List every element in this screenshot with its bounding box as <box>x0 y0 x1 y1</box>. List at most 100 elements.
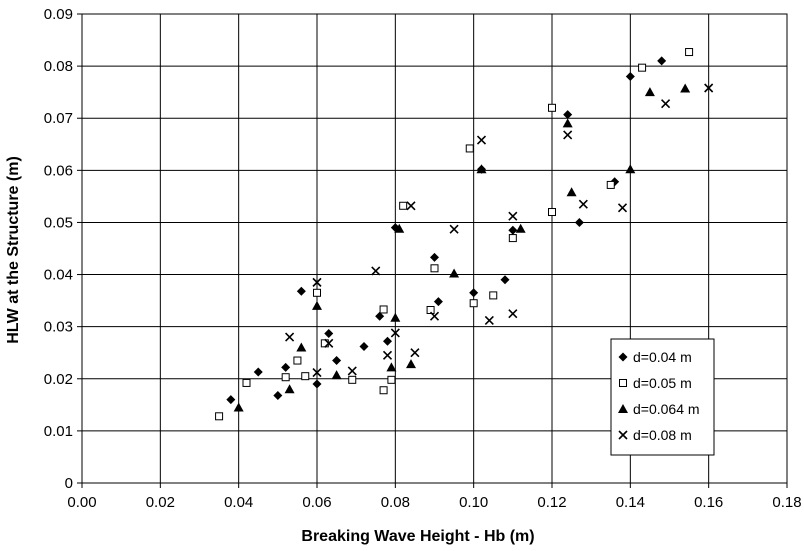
legend-marker <box>618 352 628 362</box>
data-point <box>476 135 487 145</box>
y-tick-label: 0.02 <box>44 371 73 388</box>
data-point <box>515 223 526 233</box>
data-point <box>562 118 573 128</box>
x-tick-label: 0.18 <box>772 494 801 511</box>
legend-box <box>610 338 715 456</box>
data-point <box>386 362 397 372</box>
x-tick-labels: 0.00 0.02 0.04 0.06 0.08 0.10 0.12 0.14 0.16 0.18 <box>67 494 801 511</box>
x-tick-label: 0.04 <box>224 494 253 511</box>
data-point <box>296 286 306 296</box>
data-point <box>379 305 388 314</box>
y-tick-label: 0 <box>65 475 73 492</box>
data-point <box>253 367 263 377</box>
data-point <box>657 56 667 66</box>
data-point <box>548 103 556 112</box>
x-tick-label: 0.12 <box>537 494 566 511</box>
data-point <box>242 378 251 387</box>
data-point <box>293 356 302 365</box>
legend-marker <box>619 379 627 387</box>
data-point <box>394 223 405 233</box>
series-3 <box>233 83 691 412</box>
data-point <box>704 83 714 93</box>
data-point <box>348 375 357 384</box>
data-point <box>574 217 584 227</box>
data-point <box>625 72 635 82</box>
legend-label: d=0.08 m <box>633 427 692 443</box>
y-tick-label: 0.09 <box>44 6 73 23</box>
y-tick-label: 0.08 <box>44 58 73 75</box>
data-point <box>406 359 416 369</box>
data-point <box>387 375 396 384</box>
y-tick-labels: 0 0.01 0.02 0.03 0.04 0.05 0.06 0.07 0.08 0.09 <box>44 6 73 492</box>
data-point <box>685 48 694 57</box>
x-tick-label: 0.16 <box>694 494 723 511</box>
x-tick-label: 0.08 <box>381 494 410 511</box>
data-point <box>430 264 439 273</box>
legend-label: d=0.05 m <box>633 375 692 391</box>
y-tick-label: 0.04 <box>44 267 73 284</box>
data-point <box>332 356 342 366</box>
data-point <box>313 288 321 297</box>
data-point <box>617 203 628 213</box>
data-point <box>331 370 342 380</box>
data-point <box>233 402 244 412</box>
data-point <box>375 311 385 321</box>
data-point <box>566 187 577 197</box>
data-point <box>312 300 322 310</box>
data-point <box>508 225 518 235</box>
series-2 <box>215 48 694 421</box>
legend-marker <box>618 404 628 413</box>
data-point <box>433 297 443 307</box>
data-point <box>406 201 416 211</box>
legend-label: d=0.04 m <box>633 349 692 365</box>
y-tick-label: 0.06 <box>44 162 73 179</box>
y-tick-label: 0.03 <box>44 319 73 336</box>
data-point <box>379 386 388 395</box>
data-point <box>426 305 435 314</box>
data-point <box>578 199 588 209</box>
y-axis-title: HLW at the Structure (m) <box>5 156 22 344</box>
data-point <box>469 299 478 308</box>
x-tick-label: 0.14 <box>616 494 645 511</box>
data-point <box>680 83 691 93</box>
data-point <box>449 224 459 234</box>
data-point <box>644 87 655 97</box>
data-point <box>226 395 236 405</box>
data-point <box>399 201 408 210</box>
data-point <box>371 266 381 276</box>
data-point <box>215 412 224 421</box>
data-point <box>563 110 573 120</box>
data-point <box>301 372 310 381</box>
data-point <box>606 180 615 189</box>
data-point <box>465 144 474 153</box>
data-point <box>469 288 479 298</box>
data-point <box>312 379 322 389</box>
data-point <box>625 164 636 174</box>
data-point <box>281 362 291 372</box>
x-tick-label: 0.00 <box>67 494 96 511</box>
data-point <box>508 234 517 243</box>
data-point <box>661 99 671 109</box>
data-point <box>296 342 307 352</box>
data-points <box>215 48 714 421</box>
series-4 <box>285 83 714 378</box>
x-tick-label: 0.02 <box>146 494 175 511</box>
data-point <box>500 275 510 285</box>
legend: d=0.04 m d=0.05 m d=0.064 m d=0.08 m <box>610 338 715 456</box>
x-tick-label: 0.06 <box>302 494 331 511</box>
y-tick-label: 0.07 <box>44 110 73 127</box>
data-point <box>430 252 439 262</box>
legend-label: d=0.064 m <box>633 401 700 417</box>
data-point <box>476 164 487 174</box>
x-tick-label: 0.10 <box>459 494 488 511</box>
data-point <box>312 367 322 378</box>
data-point <box>281 373 290 382</box>
data-point <box>508 309 518 319</box>
data-point <box>383 336 392 346</box>
data-point <box>284 384 295 394</box>
data-point <box>390 328 400 338</box>
data-point <box>273 390 283 400</box>
data-point <box>390 312 401 322</box>
data-point <box>638 63 647 72</box>
